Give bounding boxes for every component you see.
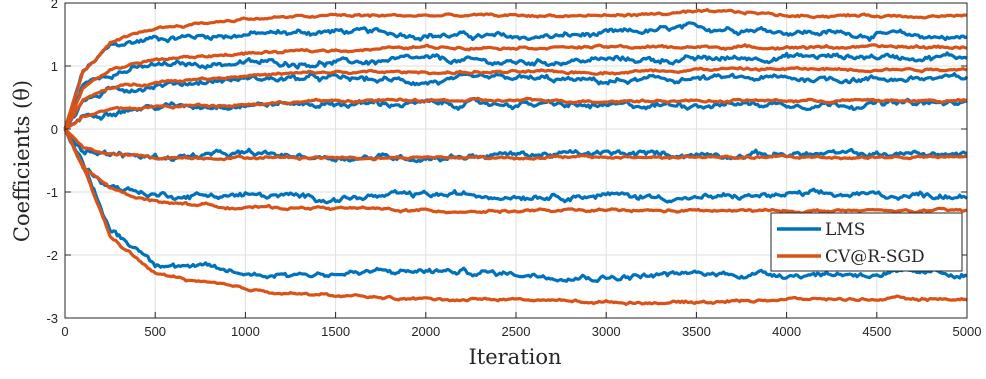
y-tick-label: 2	[51, 0, 58, 11]
x-tick-label: 2500	[502, 324, 531, 339]
y-tick-label: 0	[51, 122, 58, 137]
series-line-cvar-sgd-4	[64, 96, 967, 131]
series-line-cvar-sgd-6	[63, 128, 968, 215]
y-axis-label: Coefficients (θ)	[10, 80, 34, 242]
x-tick-label: 0	[61, 324, 68, 339]
y-tick-label: -3	[46, 311, 58, 326]
series-line-cvar-sgd-5	[63, 127, 968, 162]
series-line-lms-6	[63, 128, 968, 205]
x-tick-label: 500	[144, 324, 166, 339]
series-line-lms-2	[63, 51, 968, 130]
series-line-cvar-sgd-7	[63, 128, 968, 306]
x-tick-label: 4000	[772, 324, 801, 339]
legend-box	[770, 212, 963, 272]
x-tick-label: 2000	[411, 324, 440, 339]
series-lines	[63, 8, 969, 306]
x-tick-label: 3000	[592, 324, 621, 339]
series-line-lms-5	[63, 127, 968, 164]
legend: LMS CV@R-SGD	[770, 212, 963, 272]
series-line-lms-3	[63, 72, 969, 130]
x-tick-label: 4500	[862, 324, 891, 339]
x-tick-label: 1000	[231, 324, 260, 339]
x-axis-label: Iteration	[468, 345, 561, 369]
series-line-cvar-sgd-3	[63, 65, 967, 130]
legend-label-cvar-sgd: CV@R-SGD	[825, 247, 925, 267]
x-tick-label: 5000	[953, 324, 982, 339]
legend-label-lms: LMS	[825, 220, 865, 240]
series-line-cvar-sgd-2	[63, 43, 968, 130]
series-line-cvar-sgd-1	[63, 8, 968, 130]
series-line-lms-7	[63, 128, 968, 284]
axes: 0 500 1000 1500 2000 2500 3000 3500 4000 4500 5000…	[46, 0, 981, 339]
y-tick-label: -1	[46, 185, 58, 200]
x-tick-label: 3500	[682, 324, 711, 339]
x-tick-label: 1500	[321, 324, 350, 339]
y-tick-label: -2	[46, 248, 58, 263]
y-tick-label: 1	[51, 59, 58, 74]
series-line-lms-1	[63, 21, 968, 130]
